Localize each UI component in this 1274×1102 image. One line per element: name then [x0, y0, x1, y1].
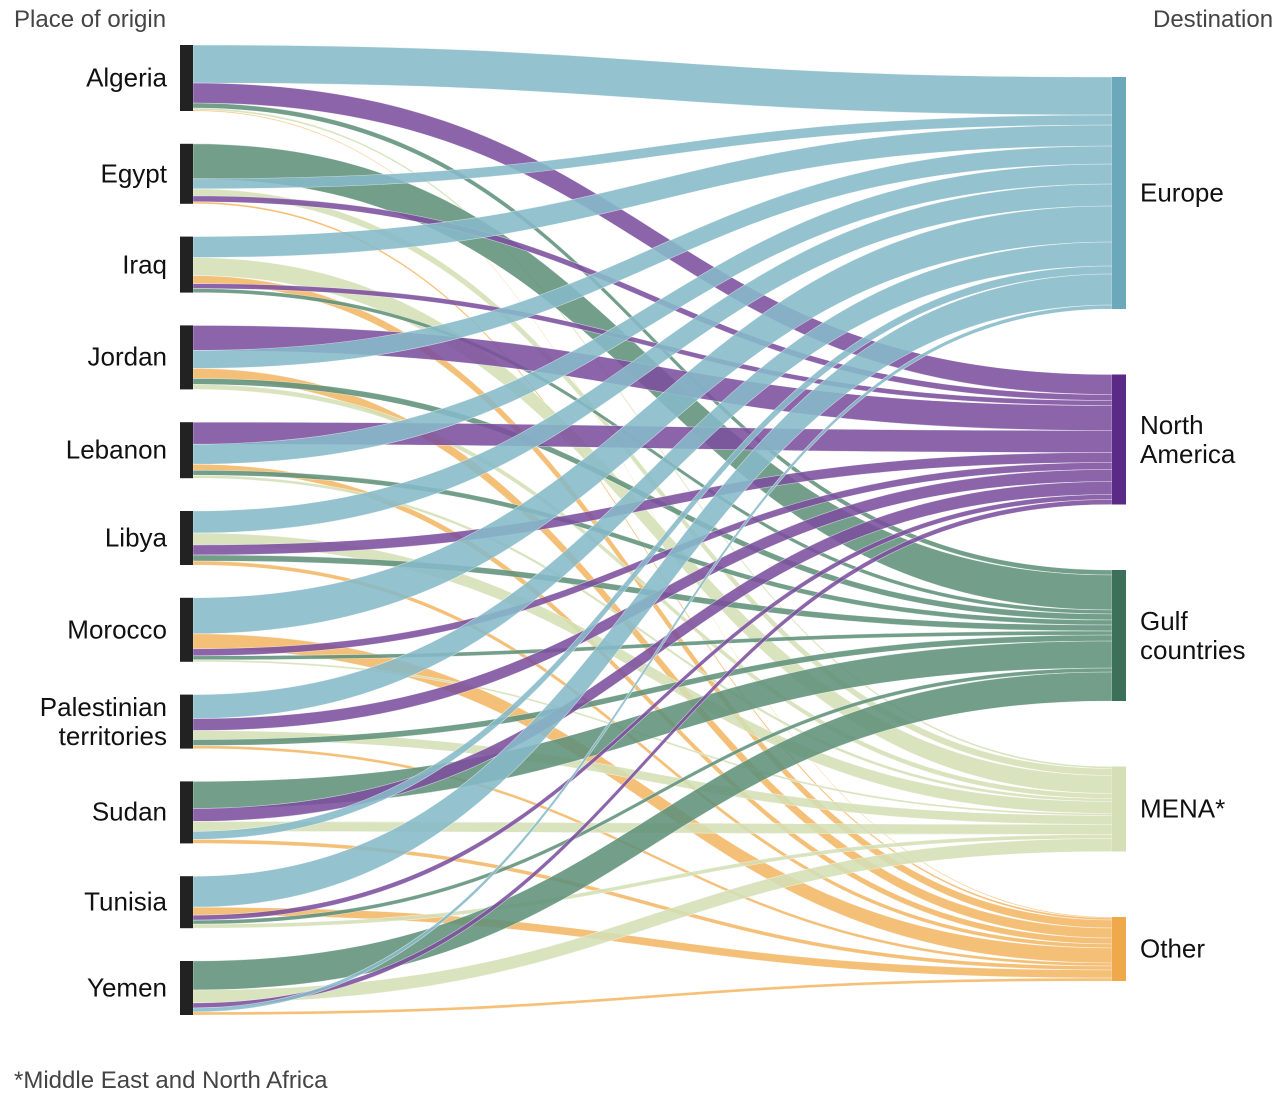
- source-node: [180, 511, 193, 565]
- source-label: Yemen: [87, 972, 167, 1003]
- source-node: [180, 325, 193, 390]
- target-node: [1112, 917, 1126, 981]
- footnote: *Middle East and North Africa: [14, 1067, 328, 1094]
- source-label: Tunisia: [84, 886, 167, 917]
- target-label: MENA*: [1140, 793, 1226, 824]
- source-node: [180, 597, 193, 662]
- source-node: [180, 422, 193, 479]
- target-label: Gulf countries: [1140, 605, 1246, 665]
- target-title: Destination: [1153, 6, 1274, 33]
- source-label: Libya: [104, 522, 167, 553]
- source-node: [180, 236, 193, 293]
- target-label: Europe: [1140, 177, 1224, 208]
- source-title: Place of origin: [14, 6, 167, 33]
- source-node: [180, 45, 193, 111]
- source-label: Egypt: [100, 158, 168, 189]
- source-label: Iraq: [122, 249, 167, 280]
- source-label: Sudan: [91, 796, 167, 827]
- source-node: [180, 143, 193, 204]
- source-label: Jordan: [87, 341, 168, 372]
- target-label: Other: [1140, 933, 1206, 964]
- source-node: [180, 781, 193, 844]
- source-node: [180, 694, 193, 749]
- target-node: [1112, 374, 1126, 505]
- target-label: North America: [1140, 409, 1236, 469]
- source-label: Morocco: [67, 614, 167, 645]
- source-node: [180, 876, 193, 929]
- source-node: [180, 961, 193, 1015]
- target-node: [1112, 77, 1126, 309]
- source-label: Lebanon: [65, 434, 167, 465]
- target-node: [1112, 570, 1126, 701]
- source-label: Algeria: [86, 62, 167, 93]
- target-node: [1112, 766, 1126, 852]
- source-label: Palestinian territories: [39, 691, 167, 751]
